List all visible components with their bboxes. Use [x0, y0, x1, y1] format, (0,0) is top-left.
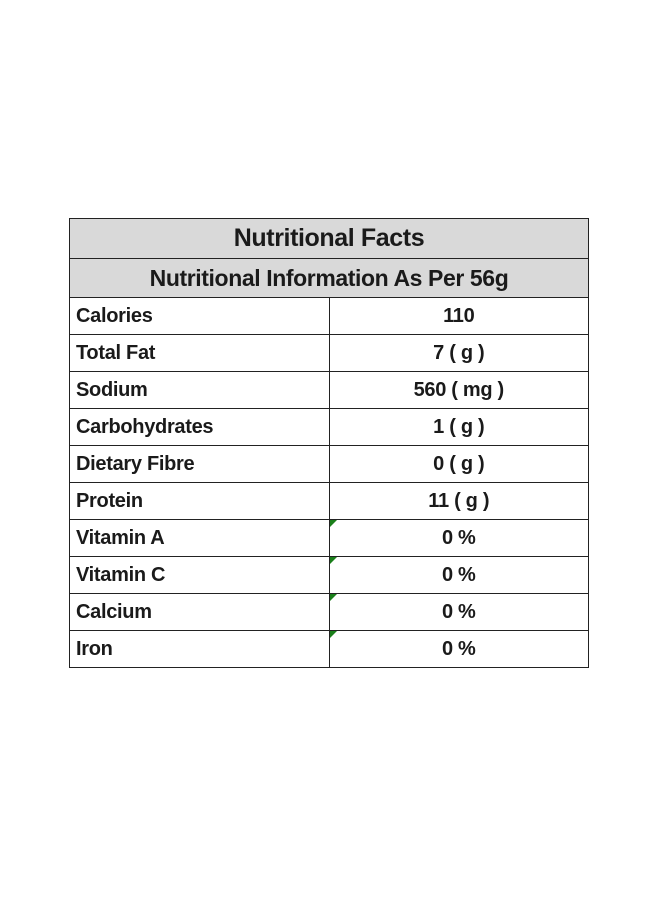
nutrient-row-sodium: Sodium 560 ( mg ) [69, 371, 589, 409]
nutrient-name: Iron [69, 630, 330, 668]
nutrient-value-cell: 0 % [328, 519, 589, 557]
nutrient-name: Vitamin C [69, 556, 330, 594]
nutrient-value: 0 % [441, 563, 476, 586]
nutrient-row-total-fat: Total Fat 7 ( g ) [69, 334, 589, 372]
nutrient-value: 7 ( g ) [328, 334, 589, 372]
nutrient-name: Vitamin A [69, 519, 330, 557]
title-row: Nutritional Facts [69, 218, 589, 259]
nutrient-row-vitamin-c: Vitamin C 0 % [69, 556, 589, 594]
cell-comment-marker-icon [329, 594, 337, 601]
nutrient-name: Calcium [69, 593, 330, 631]
nutrient-row-calcium: Calcium 0 % [69, 593, 589, 631]
nutrient-row-calories: Calories 110 [69, 297, 589, 335]
nutrient-value: 560 ( mg ) [328, 371, 589, 409]
cell-comment-marker-icon [329, 557, 337, 564]
nutrient-name: Dietary Fibre [69, 445, 330, 483]
nutrient-value: 110 [328, 297, 589, 335]
nutrition-facts-table: Nutritional Facts Nutritional Informatio… [69, 218, 589, 668]
nutrient-row-dietary-fibre: Dietary Fibre 0 ( g ) [69, 445, 589, 483]
nutrient-name: Carbohydrates [69, 408, 330, 446]
table-subtitle: Nutritional Information As Per 56g [69, 258, 589, 298]
nutrient-name: Sodium [69, 371, 330, 409]
cell-comment-marker-icon [329, 631, 337, 638]
nutrient-name: Total Fat [69, 334, 330, 372]
subtitle-row: Nutritional Information As Per 56g [69, 258, 589, 298]
nutrient-value: 11 ( g ) [328, 482, 589, 520]
nutrient-name: Protein [69, 482, 330, 520]
nutrient-value: 0 ( g ) [328, 445, 589, 483]
nutrient-value-cell: 0 % [328, 593, 589, 631]
nutrient-name: Calories [69, 297, 330, 335]
nutrient-row-carbohydrates: Carbohydrates 1 ( g ) [69, 408, 589, 446]
nutrient-row-vitamin-a: Vitamin A 0 % [69, 519, 589, 557]
nutrient-row-protein: Protein 11 ( g ) [69, 482, 589, 520]
table-title: Nutritional Facts [69, 218, 589, 259]
cell-comment-marker-icon [329, 520, 337, 527]
nutrient-value-cell: 0 % [328, 630, 589, 668]
nutrient-row-iron: Iron 0 % [69, 630, 589, 668]
nutrient-value-cell: 0 % [328, 556, 589, 594]
nutrient-value: 0 % [441, 637, 476, 660]
nutrient-value: 1 ( g ) [328, 408, 589, 446]
nutrient-value: 0 % [441, 526, 476, 549]
nutrient-value: 0 % [441, 600, 476, 623]
nutrition-table-body: Nutritional Facts Nutritional Informatio… [69, 218, 589, 668]
